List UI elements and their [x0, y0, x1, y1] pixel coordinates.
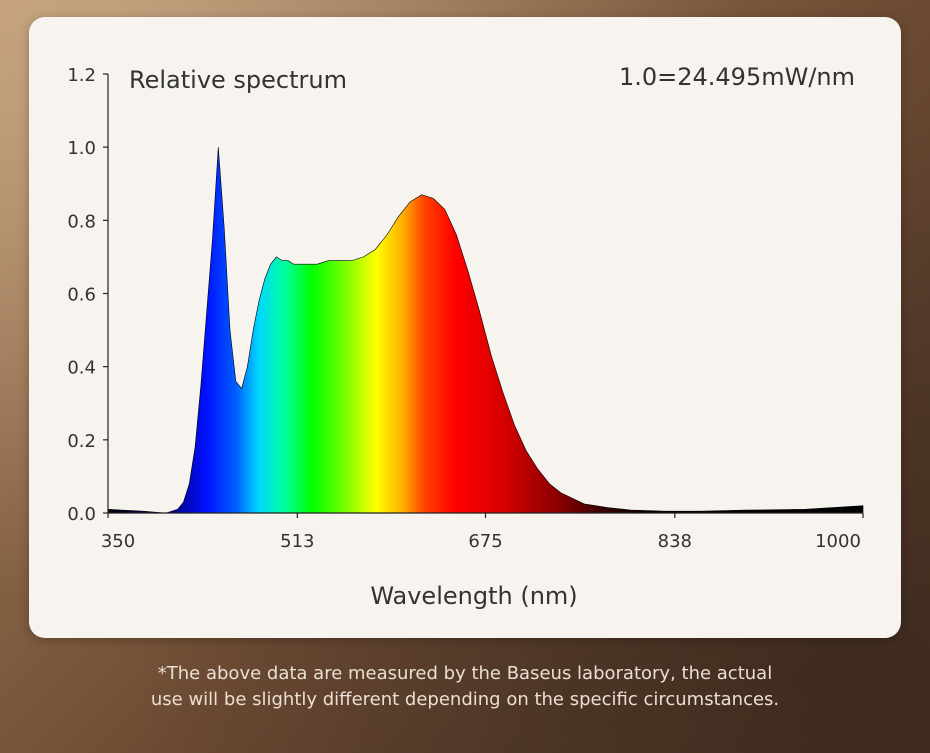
unit-annotation: 1.0=24.495mW/nm	[619, 63, 855, 91]
x-axis-label: Wavelength (nm)	[370, 582, 577, 610]
y-tick-label: 1.2	[67, 65, 96, 86]
x-tick-label: 1000	[815, 531, 861, 552]
y-tick-label: 0.4	[67, 358, 96, 379]
x-tick-label: 513	[280, 531, 314, 552]
x-tick-label: 838	[658, 531, 692, 552]
y-tick-label: 0.6	[67, 285, 96, 306]
x-tick-label: 350	[101, 531, 135, 552]
y-tick-label: 1.0	[67, 138, 96, 159]
footnote-line-2: use will be slightly different depending…	[150, 689, 780, 710]
y-tick-label: 0.0	[67, 504, 96, 525]
y-tick-label: 0.2	[67, 431, 96, 452]
spectrum-area	[107, 147, 864, 514]
chart-title: Relative spectrum	[129, 66, 347, 94]
y-tick-label: 0.8	[67, 211, 96, 232]
x-tick-label: 675	[468, 531, 502, 552]
footnote-line-1: *The above data are measured by the Base…	[157, 663, 773, 684]
